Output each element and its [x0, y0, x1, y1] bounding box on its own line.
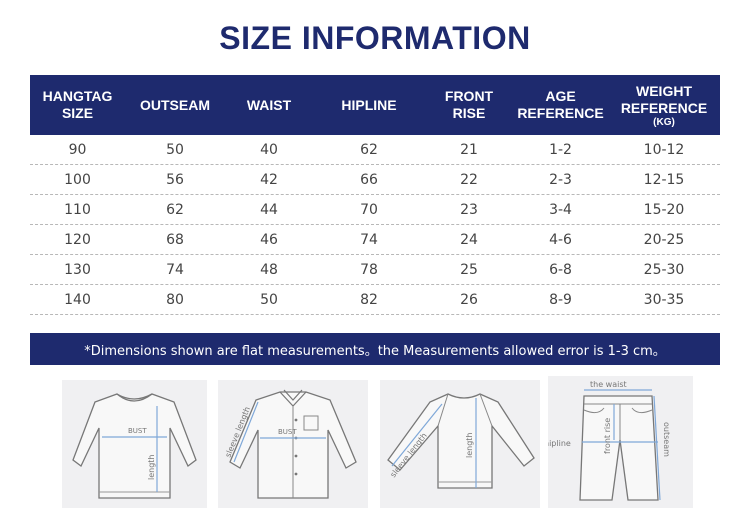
table-cell: 110 [64, 201, 91, 218]
table-cell: 66 [360, 171, 378, 188]
table-row: 110 62 44 70 23 3-4 15-20 [30, 195, 720, 225]
table-cell: 56 [166, 171, 184, 188]
table-cell: 40 [260, 141, 278, 158]
table-cell: 21 [460, 141, 478, 158]
page-title: SIZE INFORMATION [219, 20, 531, 56]
sweater-illustration: BUST length [72, 393, 197, 499]
table-row: 140 80 50 82 26 8-9 30-35 [30, 285, 720, 315]
table-cell: 74 [166, 261, 184, 278]
table-cell: 50 [166, 141, 184, 158]
table-row: 130 74 48 78 25 6-8 25-30 [30, 255, 720, 285]
bust-label: BUST [128, 427, 147, 435]
table-cell: 26 [460, 291, 478, 308]
column-header-unit: (KG) [653, 116, 675, 128]
table-cell: 25-30 [643, 261, 685, 278]
table-cell: 50 [260, 291, 278, 308]
table-cell: 74 [360, 231, 378, 248]
table-cell: 24 [460, 231, 478, 248]
table-cell: 1-2 [549, 141, 572, 158]
table-cell: 44 [260, 201, 278, 218]
column-header-text: OUTSEAM [140, 96, 210, 113]
measurement-note: *Dimensions shown are flat measurements。… [30, 333, 720, 365]
table-cell: 100 [64, 171, 91, 188]
column-header-text: WAIST [246, 96, 292, 113]
table-cell: 46 [260, 231, 278, 248]
column-header: OUTSEAM [125, 97, 225, 114]
shirt-bust-label: BUST [278, 428, 297, 436]
table-cell: 140 [64, 291, 91, 308]
table-cell: 62 [360, 141, 378, 158]
table-cell: 25 [460, 261, 478, 278]
table-cell: 68 [166, 231, 184, 248]
table-cell: 82 [360, 291, 378, 308]
column-header: WEIGHT REFERENCE (KG) [608, 83, 720, 128]
table-cell: 90 [68, 141, 87, 158]
table-cell: 30-35 [643, 291, 685, 308]
pants-illustration: the waist hipline front rise outseam [544, 380, 671, 501]
table-header: HANGTAG SIZE OUTSEAM WAIST HIPLINE FRONT RISE A… [30, 75, 720, 135]
front-rise-label: front rise [603, 418, 612, 454]
raglan-diagram: length sleeve length [380, 380, 540, 508]
column-header-text: REFERENCE [620, 99, 708, 116]
table-cell: 2-3 [549, 171, 572, 188]
raglan-illustration: length sleeve length [387, 393, 535, 489]
raglan-length-label: length [465, 433, 474, 459]
shirt-diagram: BUST sleeve length [218, 380, 368, 508]
column-header: HIPLINE [313, 97, 425, 114]
column-header-text: AGE [545, 88, 576, 104]
table-row: 100 56 42 66 22 2-3 12-15 [30, 165, 720, 195]
table-cell: 120 [64, 231, 91, 248]
column-header: FRONT RISE [425, 88, 513, 122]
table-cell: 70 [360, 201, 378, 218]
table-cell: 130 [64, 261, 91, 278]
column-header: WAIST [225, 97, 313, 114]
table-cell: 42 [260, 171, 278, 188]
waist-label: the waist [590, 380, 627, 389]
table-cell: 10-12 [643, 141, 685, 158]
table-cell: 12-15 [643, 171, 685, 188]
shirt-illustration: BUST sleeve length [224, 389, 357, 499]
table-row: 90 50 40 62 21 1-2 10-12 [30, 135, 720, 165]
column-header-text: WEIGHT [636, 82, 692, 99]
length-label: length [147, 455, 156, 481]
hipline-label: hipline [548, 439, 571, 448]
column-header-text: RISE [452, 105, 486, 121]
table-cell: 3-4 [549, 201, 572, 218]
table-cell: 15-20 [643, 201, 685, 218]
sweater-diagram: BUST length [62, 380, 207, 508]
table-cell: 23 [460, 201, 478, 218]
table-cell: 78 [360, 261, 378, 278]
pants-diagram: the waist hipline front rise outseam [544, 376, 693, 508]
table-cell: 62 [166, 201, 184, 218]
table-cell: 20-25 [643, 231, 685, 248]
outseam-label: outseam [662, 422, 671, 457]
table-cell: 8-9 [549, 291, 572, 308]
table-cell: 22 [460, 171, 478, 188]
table-cell: 4-6 [549, 231, 572, 248]
column-header-text: HANGTAG [42, 88, 113, 104]
table-cell: 6-8 [549, 261, 572, 278]
size-table: HANGTAG SIZE OUTSEAM WAIST HIPLINE FRONT RISE A… [30, 75, 720, 315]
column-header-text: HIPLINE [341, 96, 397, 113]
table-cell: 80 [166, 291, 184, 308]
table-row: 120 68 46 74 24 4-6 20-25 [30, 225, 720, 255]
column-header: HANGTAG SIZE [30, 88, 125, 122]
table-body: 90 50 40 62 21 1-2 10-12 100 56 42 66 22 2-3 12-15 110… [30, 135, 720, 315]
table-cell: 48 [260, 261, 278, 278]
column-header-text: REFERENCE [517, 105, 604, 121]
column-header-text: SIZE [61, 105, 94, 121]
column-header: AGE REFERENCE [513, 88, 608, 122]
column-header-text: FRONT [444, 88, 494, 104]
